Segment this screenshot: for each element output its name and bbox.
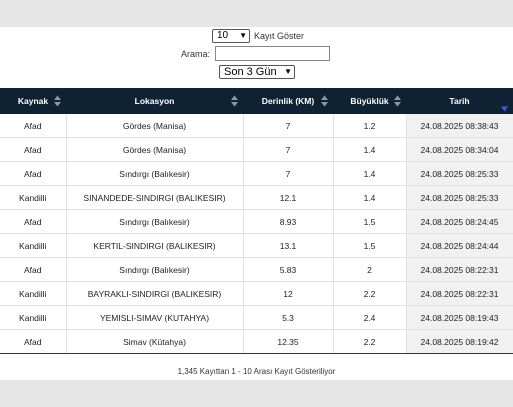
cell-tarih: 24.08.2025 08:22:31 (406, 257, 513, 282)
column-header-buyukluk[interactable]: Büyüklük (333, 88, 406, 114)
cell-lokasyon: Sındırgı (Balıkesir) (66, 209, 244, 234)
cell-kaynak: Afad (0, 329, 67, 354)
cell-derinlik: 7 (243, 161, 334, 186)
cell-tarih: 24.08.2025 08:34:04 (406, 137, 513, 162)
page-length-label: Kayıt Göster (254, 31, 305, 41)
table-row: Afad Sındırgı (Balıkesir) 7 1.4 24.08.2025 0… (0, 161, 513, 186)
sort-both-icon (231, 95, 238, 107)
sort-both-icon (54, 95, 61, 107)
cell-tarih: 24.08.2025 08:25:33 (406, 185, 513, 210)
cell-buyukluk: 1.4 (333, 185, 407, 210)
cell-kaynak: Kandilli (0, 281, 67, 306)
cell-lokasyon: Sındırgı (Balıkesir) (66, 161, 244, 186)
cell-lokasyon: KERTIL-SINDIRGI (BALIKESIR) (66, 233, 244, 258)
cell-derinlik: 5.3 (243, 305, 334, 330)
search-label: Arama: (181, 48, 211, 59)
cell-lokasyon: SINANDEDE-SINDIRGI (BALIKESIR) (66, 185, 244, 210)
cell-buyukluk: 1.5 (333, 233, 407, 258)
cell-buyukluk: 2.2 (333, 281, 407, 306)
table-row: Kandilli BAYRAKLI-SINDIRGI (BALIKESIR) 12 2… (0, 281, 513, 306)
column-header-label: Büyüklük (350, 96, 389, 106)
cell-lokasyon: BAYRAKLI-SINDIRGI (BALIKESIR) (66, 281, 244, 306)
table-row: Afad Sındırgı (Balıkesir) 8.93 1.5 24.08.202… (0, 209, 513, 234)
period-select[interactable]: Son 3 Gün ▼ (219, 65, 295, 79)
cell-kaynak: Kandilli (0, 233, 67, 258)
table-row: Afad Simav (Kütahya) 12.35 2.2 24.08.2025 08… (0, 329, 513, 354)
table-row: Kandilli YEMISLI-SIMAV (KUTAHYA) 5.3 2.4 24.… (0, 305, 513, 330)
table-row: Afad Gördes (Manisa) 7 1.2 24.08.2025 08:38:… (0, 114, 513, 138)
column-header-label: Derinlik (KM) (261, 96, 315, 106)
cell-kaynak: Afad (0, 257, 67, 282)
column-header-tarih[interactable]: Tarih (406, 88, 513, 114)
cell-derinlik: 5.83 (243, 257, 334, 282)
cell-tarih: 24.08.2025 08:24:44 (406, 233, 513, 258)
table-info: 1,345 Kayıttan 1 - 10 Arası Kayıt Göster… (177, 367, 336, 376)
column-header-derinlik[interactable]: Derinlik (KM) (243, 88, 333, 114)
cell-tarih: 24.08.2025 08:24:45 (406, 209, 513, 234)
cell-kaynak: Afad (0, 209, 67, 234)
search-control: Arama: (181, 46, 331, 61)
cell-buyukluk: 2.4 (333, 305, 407, 330)
cell-tarih: 24.08.2025 08:38:43 (406, 114, 513, 138)
earthquake-table-panel: 10 ▼ Kayıt Göster Arama: Son 3 Gün ▼ (0, 27, 513, 380)
top-bar (0, 0, 513, 27)
cell-derinlik: 12.1 (243, 185, 334, 210)
sort-both-icon (394, 95, 401, 107)
sort-both-icon (321, 95, 328, 107)
cell-lokasyon: Gördes (Manisa) (66, 114, 244, 138)
table-row: Kandilli KERTIL-SINDIRGI (BALIKESIR) 13.1 1… (0, 233, 513, 258)
column-header-kaynak[interactable]: Kaynak (0, 88, 66, 114)
cell-buyukluk: 2 (333, 257, 407, 282)
table-row: Kandilli SINANDEDE-SINDIRGI (BALIKESIR) 12… (0, 185, 513, 210)
cell-derinlik: 13.1 (243, 233, 334, 258)
table-header-row: Kaynak Lokasyon Derinlik (KM) Büyüklük T… (0, 88, 513, 114)
search-input[interactable] (215, 46, 331, 61)
cell-kaynak: Afad (0, 161, 67, 186)
cell-derinlik: 12.35 (243, 329, 334, 354)
cell-tarih: 24.08.2025 08:19:43 (406, 305, 513, 330)
cell-lokasyon: Gördes (Manisa) (66, 137, 244, 162)
column-header-lokasyon[interactable]: Lokasyon (66, 88, 243, 114)
column-header-label: Tarih (449, 96, 470, 106)
table-body: Afad Gördes (Manisa) 7 1.2 24.08.2025 08:38:… (0, 114, 513, 354)
table-row: Afad Gördes (Manisa) 7 1.4 24.08.2025 08:34:… (0, 137, 513, 162)
cell-derinlik: 7 (243, 137, 334, 162)
cell-kaynak: Kandilli (0, 185, 67, 210)
cell-derinlik: 8.93 (243, 209, 334, 234)
page-length-control: 10 ▼ Kayıt Göster (212, 29, 304, 43)
period-control: Son 3 Gün ▼ (219, 65, 295, 79)
cell-buyukluk: 1.4 (333, 137, 407, 162)
cell-tarih: 24.08.2025 08:22:31 (406, 281, 513, 306)
cell-lokasyon: YEMISLI-SIMAV (KUTAHYA) (66, 305, 244, 330)
chevron-down-icon: ▼ (239, 31, 247, 40)
page-length-select[interactable]: 10 ▼ (212, 29, 250, 43)
sort-desc-icon (501, 106, 508, 112)
cell-buyukluk: 1.5 (333, 209, 407, 234)
cell-kaynak: Afad (0, 137, 67, 162)
cell-tarih: 24.08.2025 08:25:33 (406, 161, 513, 186)
earthquake-table: Kaynak Lokasyon Derinlik (KM) Büyüklük T… (0, 88, 513, 354)
column-header-label: Kaynak (17, 96, 49, 106)
cell-derinlik: 7 (243, 114, 334, 138)
page-length-value: 10 (217, 30, 229, 41)
cell-lokasyon: Sındırgı (Balıkesir) (66, 257, 244, 282)
cell-tarih: 24.08.2025 08:19:42 (406, 329, 513, 354)
cell-kaynak: Afad (0, 114, 67, 138)
cell-buyukluk: 1.4 (333, 161, 407, 186)
table-row: Afad Sındırgı (Balıkesir) 5.83 2 24.08.2025 … (0, 257, 513, 282)
column-header-label: Lokasyon (134, 96, 175, 106)
cell-lokasyon: Simav (Kütahya) (66, 329, 244, 354)
period-value: Son 3 Gün (224, 66, 277, 78)
chevron-down-icon: ▼ (284, 67, 292, 76)
cell-buyukluk: 2.2 (333, 329, 407, 354)
cell-buyukluk: 1.2 (333, 114, 407, 138)
cell-derinlik: 12 (243, 281, 334, 306)
bottom-bar (0, 380, 513, 407)
cell-kaynak: Kandilli (0, 305, 67, 330)
